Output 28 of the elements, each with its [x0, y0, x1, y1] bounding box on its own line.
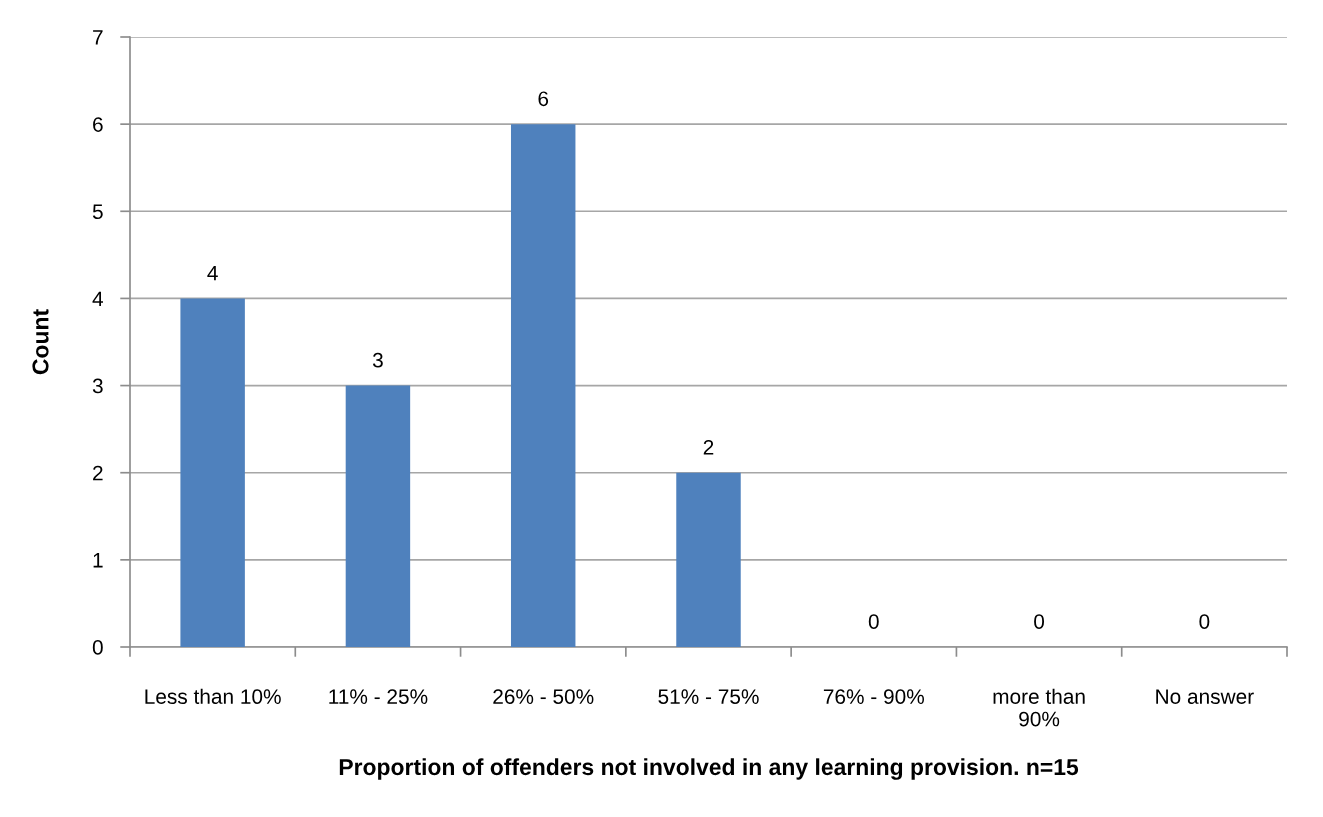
bar	[510, 124, 576, 647]
y-axis-title: Count	[32, 309, 49, 375]
y-tick-label: 1	[93, 553, 103, 568]
y-tick-label: 3	[92, 378, 103, 394]
y-tick-label: 5	[92, 204, 103, 220]
x-tick-label: No answer	[1156, 689, 1254, 704]
x-tick-label: Less than 10%	[145, 688, 281, 704]
y-tick-label: 0	[92, 640, 103, 655]
y-tick-label: 4	[92, 291, 103, 306]
bar	[180, 298, 245, 647]
data-label: 0	[1199, 614, 1210, 629]
bar	[676, 472, 741, 647]
x-tick-label: 76% - 90%	[823, 689, 924, 704]
x-tick-label: more than 90%	[993, 688, 1085, 727]
data-label: 6	[538, 91, 549, 107]
x-tick-label: 11% - 25%	[329, 689, 428, 704]
x-tick-label: 51% - 75%	[658, 689, 759, 704]
y-tick-label: 6	[93, 117, 103, 132]
data-label: 0	[868, 614, 879, 629]
y-tick-label: 2	[93, 465, 103, 481]
y-tick-label: 7	[93, 30, 103, 45]
bar	[345, 385, 411, 647]
data-label: 2	[703, 439, 714, 455]
x-axis-title: Proportion of offenders not involved in any learning provision. n=15	[339, 758, 1079, 780]
data-label: 4	[207, 265, 218, 281]
x-tick-label: 26% - 50%	[493, 689, 594, 704]
data-label: 0	[1034, 614, 1045, 629]
data-label: 3	[372, 352, 383, 368]
